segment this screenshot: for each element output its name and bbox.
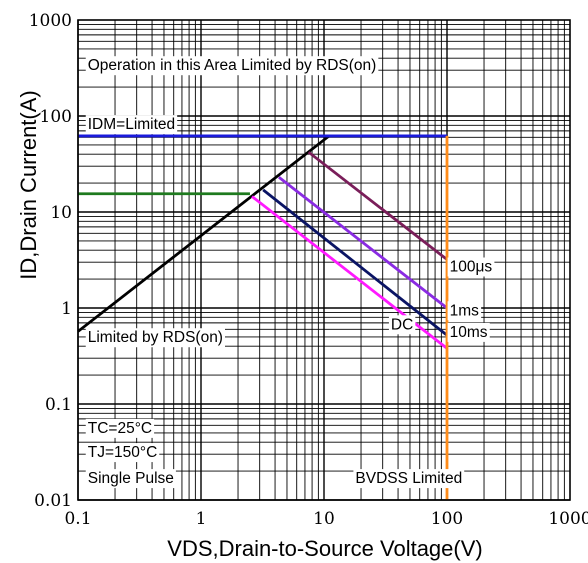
annotation-label-rds_area: Operation in this Area Limited by RDS(on… [88, 57, 377, 74]
annotation-background [85, 115, 178, 135]
annotation-label-tj: TJ=150°C [88, 444, 158, 461]
series-line-us100 [307, 151, 448, 261]
annotation-ms10: 10ms [447, 322, 490, 342]
annotation-rds_area: Operation in this Area Limited by RDS(on… [85, 56, 379, 76]
annotation-rds_lim: Limited by RDS(on) [85, 328, 225, 348]
annotation-background [85, 469, 176, 489]
annotation-pulse: Single Pulse [85, 469, 176, 489]
annotation-label-bvdss: BVDSS Limited [355, 470, 462, 487]
y-tick-label: 100 [40, 107, 72, 127]
annotation-label-dc: DC [391, 316, 413, 333]
x-tick-label: 10 [313, 509, 335, 529]
annotation-background [447, 257, 495, 277]
x-axis-title: VDS,Drain-to-Source Voltage(V) [167, 536, 482, 561]
series-line-dc [262, 188, 448, 337]
y-tick-label: 1000 [29, 11, 72, 31]
plot-frame [77, 19, 571, 501]
y-tick-label: 0.01 [34, 491, 72, 511]
annotation-ms1: 1ms [447, 301, 482, 321]
annotation-idm_lim: IDM=Limited [85, 115, 178, 135]
annotation-background [85, 418, 155, 438]
y-tick-label: 1 [61, 299, 72, 319]
annotation-us100: 100μs [447, 257, 495, 277]
x-tick-label: 1000 [548, 509, 588, 529]
series-line-ms1 [278, 176, 448, 310]
annotation-background [85, 328, 225, 348]
series-lines [77, 134, 449, 500]
annotation-background [353, 469, 465, 489]
annotation-label-tc: TC=25°C [88, 420, 152, 437]
x-tick-label: 0.1 [64, 509, 91, 529]
annotation-bvdss: BVDSS Limited [353, 469, 465, 489]
annotation-background [447, 322, 490, 342]
y-tick-label: 10 [50, 203, 72, 223]
annotation-tj: TJ=150°C [85, 443, 160, 463]
y-axis-title: ID,Drain Current(A) [16, 90, 41, 279]
annotation-label-rds_lim: Limited by RDS(on) [88, 329, 223, 346]
annotations: Operation in this Area Limited by RDS(on… [85, 56, 495, 489]
annotation-dc: DC [388, 315, 416, 335]
annotation-background [85, 443, 160, 463]
annotation-background [85, 56, 379, 76]
y-tick-label: 0.1 [45, 395, 72, 415]
annotation-background [388, 315, 416, 335]
series-line-ms10 [251, 195, 448, 350]
annotation-label-ms10: 10ms [450, 324, 488, 341]
x-tick-label: 1 [196, 509, 207, 529]
annotation-background [447, 301, 482, 321]
series-line-rds [77, 134, 330, 333]
annotation-tc: TC=25°C [85, 418, 155, 438]
annotation-label-pulse: Single Pulse [88, 470, 174, 487]
annotation-label-ms1: 1ms [450, 302, 480, 319]
x-tick-label: 100 [431, 509, 463, 529]
annotation-label-idm_lim: IDM=Limited [88, 116, 175, 133]
annotation-label-us100: 100μs [450, 258, 493, 275]
